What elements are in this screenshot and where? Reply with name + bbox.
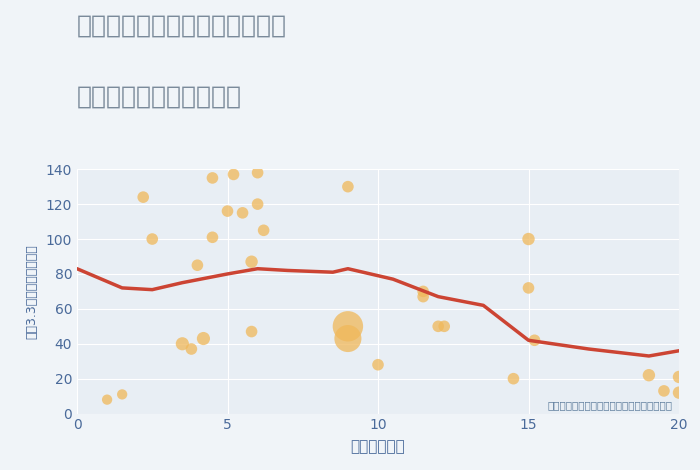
X-axis label: 駅距離（分）: 駅距離（分） [351, 439, 405, 454]
Point [643, 371, 655, 379]
Point [176, 340, 188, 347]
Point [342, 183, 354, 190]
Point [523, 235, 534, 243]
Point [342, 322, 354, 330]
Point [529, 337, 540, 344]
Point [523, 284, 534, 292]
Point [673, 389, 685, 396]
Point [417, 293, 428, 300]
Point [207, 234, 218, 241]
Point [252, 169, 263, 176]
Y-axis label: 坪（3.3㎡）単価（万円）: 坪（3.3㎡）単価（万円） [26, 244, 38, 339]
Point [222, 207, 233, 215]
Point [138, 193, 149, 201]
Text: 兵庫県神戸市兵庫区上祇園町の: 兵庫県神戸市兵庫区上祇園町の [77, 14, 287, 38]
Point [342, 335, 354, 342]
Point [198, 335, 209, 342]
Point [246, 258, 257, 266]
Point [207, 174, 218, 182]
Point [258, 227, 270, 234]
Point [252, 200, 263, 208]
Point [372, 361, 384, 368]
Point [658, 387, 669, 395]
Point [228, 171, 239, 178]
Point [673, 373, 685, 381]
Point [237, 209, 248, 217]
Point [246, 328, 257, 335]
Point [433, 322, 444, 330]
Point [508, 375, 519, 383]
Point [186, 345, 197, 353]
Point [439, 322, 450, 330]
Text: 円の大きさは、取引のあった物件面積を示す: 円の大きさは、取引のあった物件面積を示す [548, 400, 673, 410]
Point [147, 235, 158, 243]
Text: 駅距離別中古戸建て価格: 駅距離別中古戸建て価格 [77, 85, 242, 109]
Point [417, 288, 428, 295]
Point [102, 396, 113, 403]
Point [116, 391, 128, 398]
Point [192, 261, 203, 269]
